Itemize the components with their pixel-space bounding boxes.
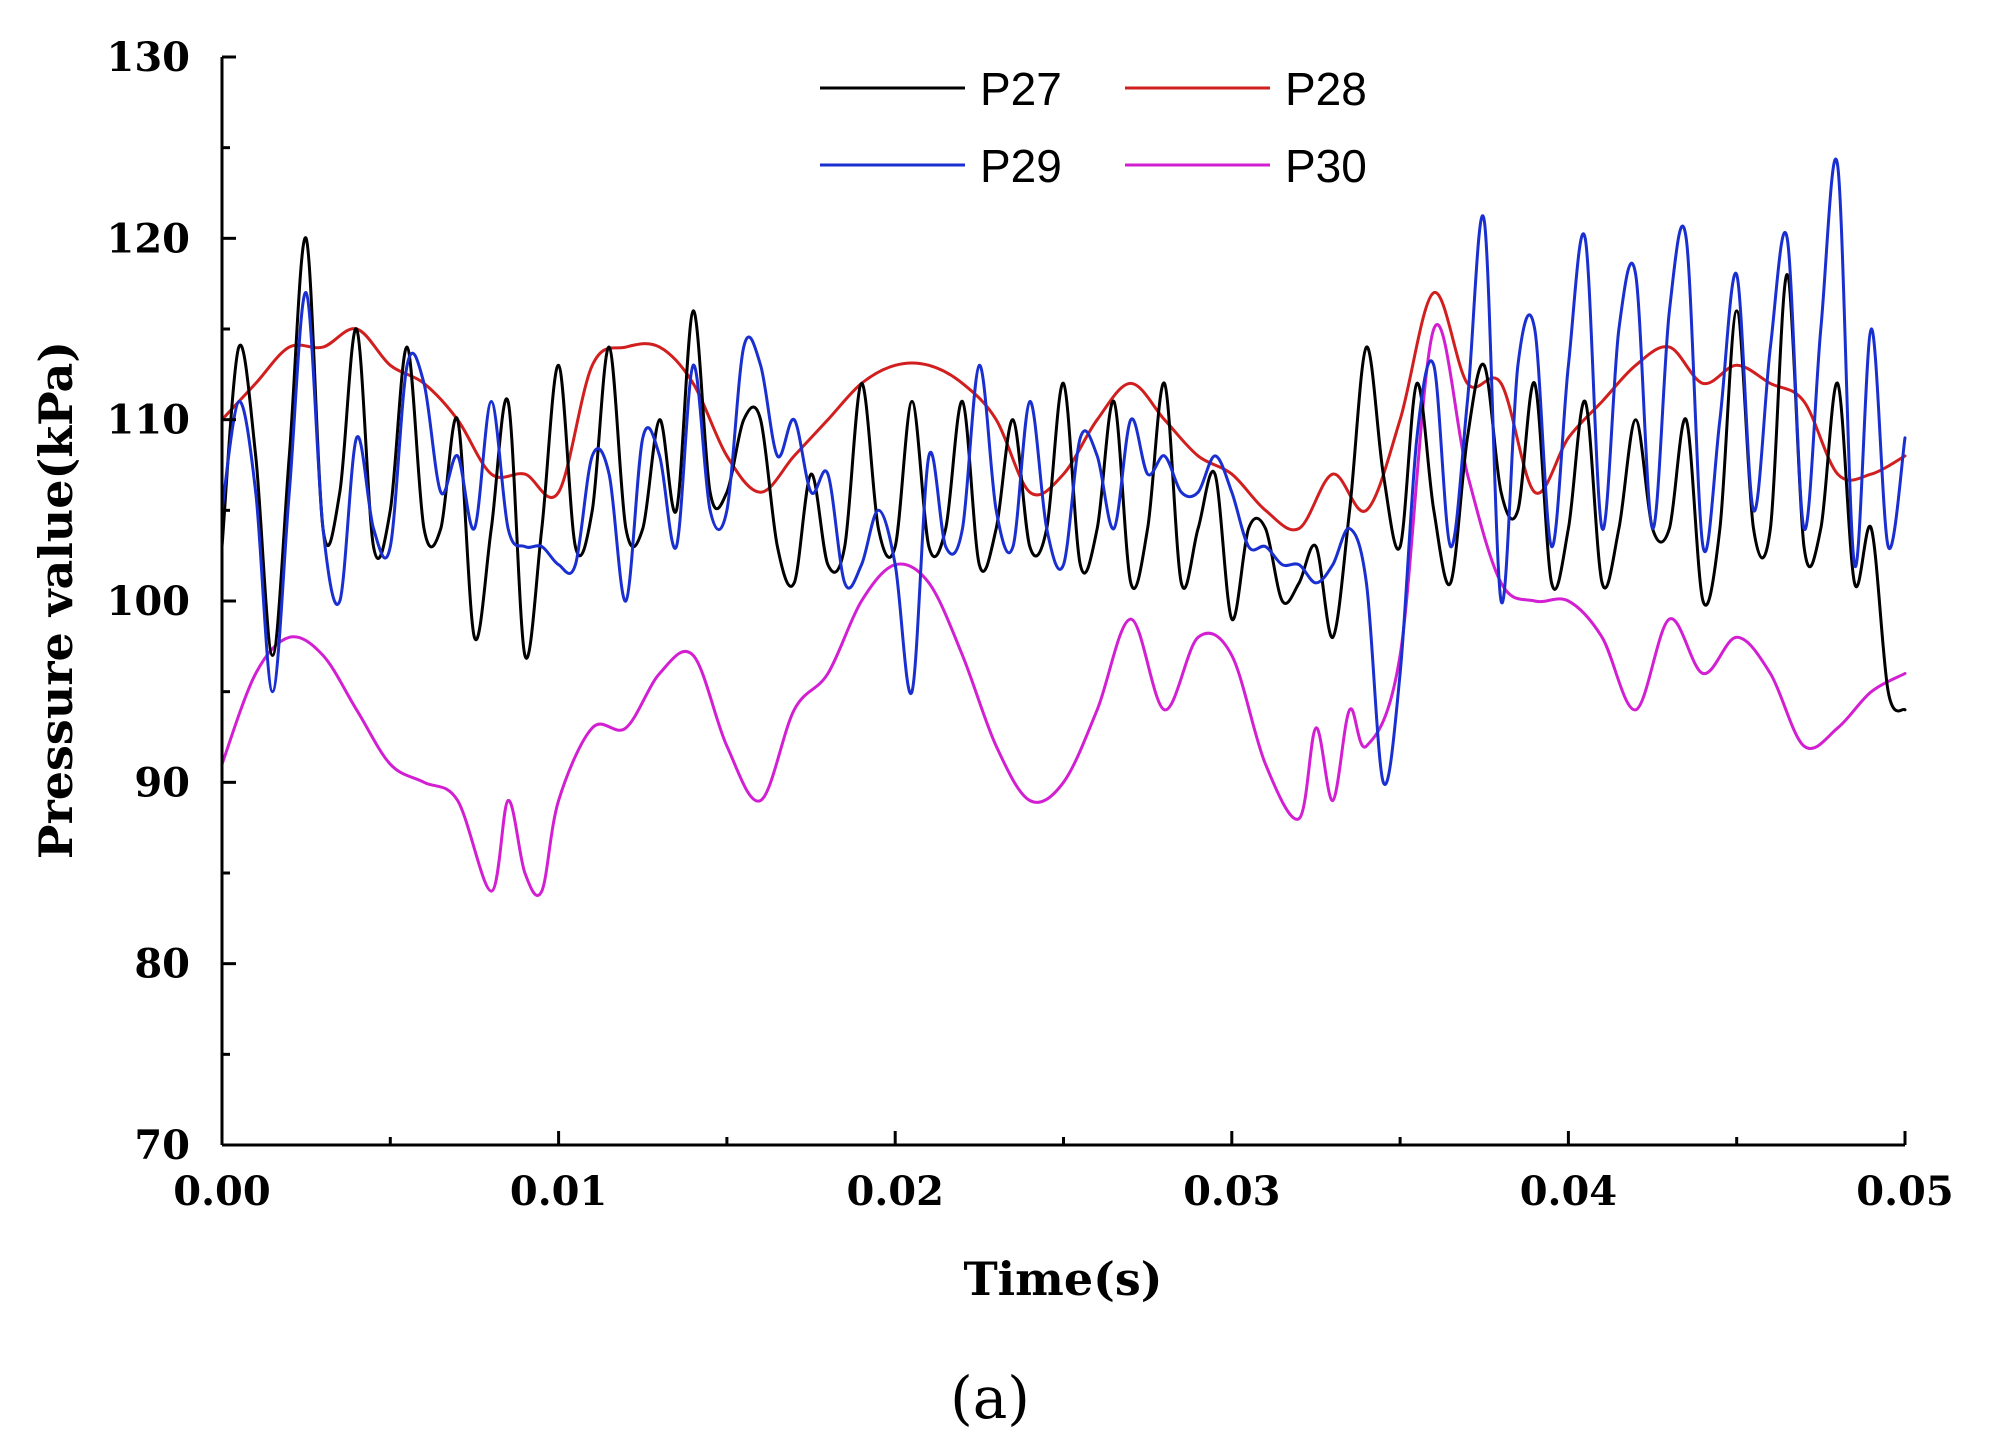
series-line-p27 [220, 236, 1907, 713]
x-tick-label: 0.05 [1856, 1168, 1953, 1215]
x-tick-label: 0.02 [846, 1168, 943, 1215]
y-tick-label: 110 [107, 397, 191, 444]
y-ticks: 70 80 90 100 110 120 130 [107, 34, 236, 1169]
legend-label-p29: P29 [980, 140, 1062, 192]
y-axis-title: Pressure value(kPa) [29, 341, 83, 859]
x-tick-label: 0.04 [1520, 1168, 1617, 1215]
y-tick-label: 100 [107, 578, 191, 625]
figure-caption: (a) [950, 1364, 1030, 1432]
legend-label-p27: P27 [980, 63, 1062, 115]
x-tick-label: 0.00 [173, 1168, 270, 1215]
x-tick-label: 0.03 [1183, 1168, 1280, 1215]
plot-area [220, 157, 1907, 897]
x-axis: 0.00 0.01 0.02 0.03 0.04 0.05 [173, 1131, 1954, 1215]
series-line-p29 [220, 157, 1907, 786]
series-line-p30 [220, 323, 1907, 897]
x-axis-title: Time(s) [963, 1252, 1162, 1306]
y-tick-label: 80 [134, 941, 190, 988]
legend-label-p30: P30 [1285, 140, 1367, 192]
y-tick-label: 130 [107, 34, 191, 81]
legend: P27 P28 P29 P30 [820, 63, 1367, 192]
y-tick-label: 120 [107, 215, 191, 262]
y-axis: 70 80 90 100 110 120 130 [107, 34, 236, 1169]
x-ticks: 0.00 0.01 0.02 0.03 0.04 0.05 [173, 1131, 1954, 1215]
y-tick-label: 90 [134, 759, 190, 806]
legend-label-p28: P28 [1285, 63, 1367, 115]
y-tick-label: 70 [134, 1122, 190, 1169]
series-line-p28 [220, 291, 1907, 532]
x-tick-label: 0.01 [510, 1168, 607, 1215]
